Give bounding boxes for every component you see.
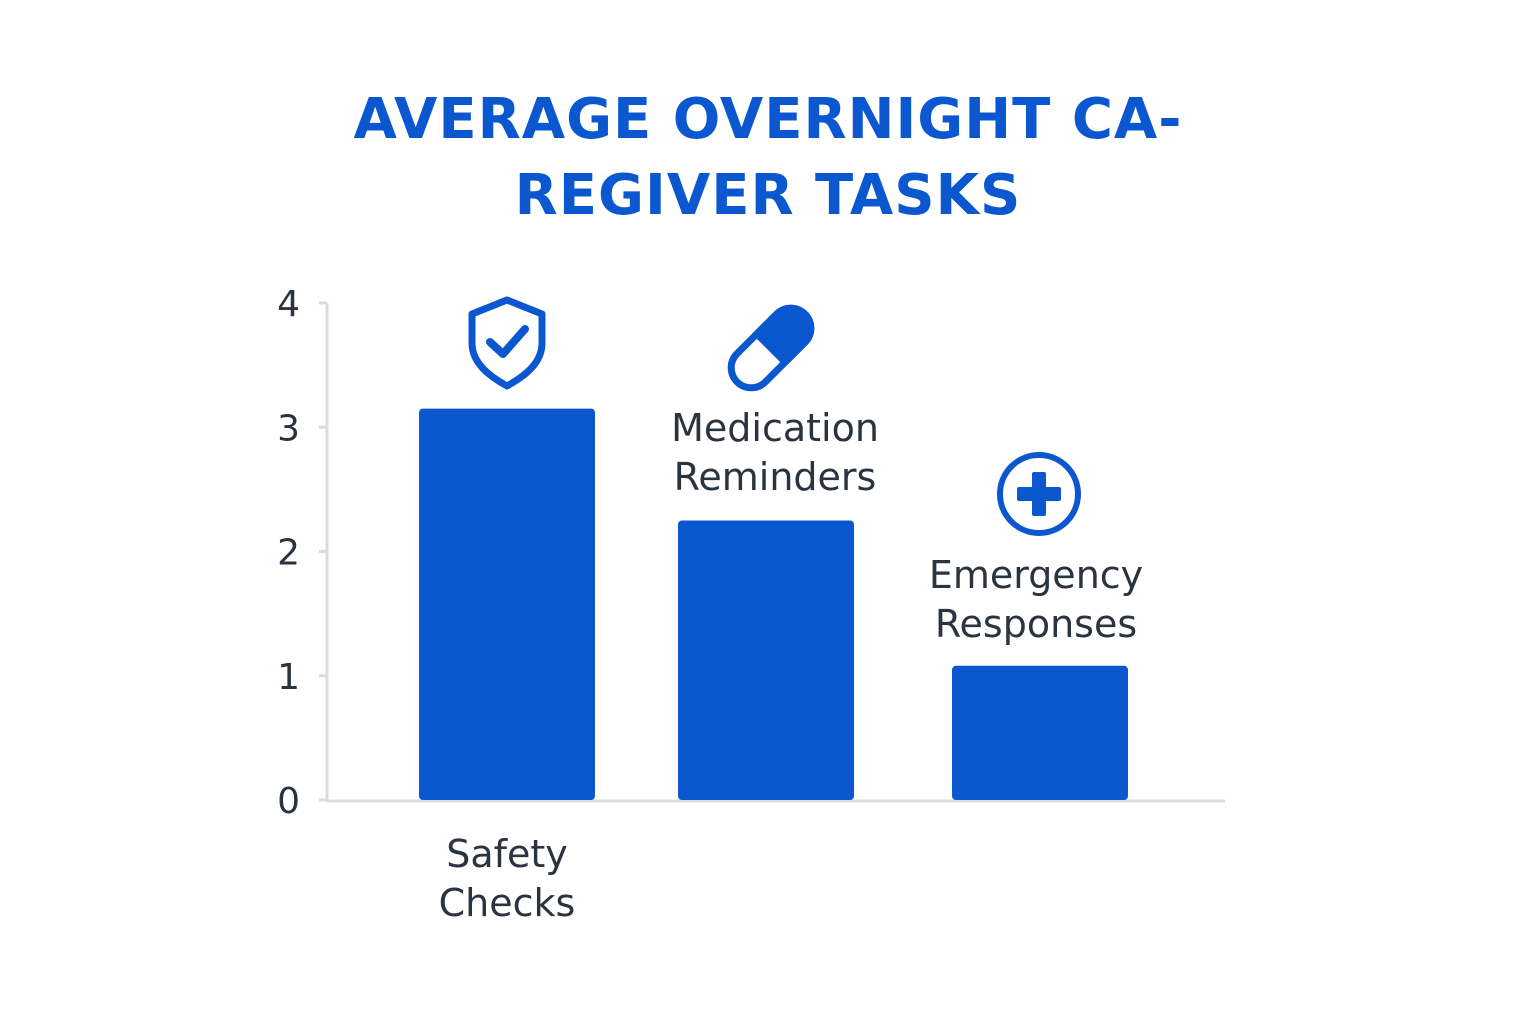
- chart-title-line-1: AVERAGE OVERNIGHT CA-: [353, 87, 1183, 152]
- y-axis-ticks: 0 1 2 3 4: [277, 284, 327, 822]
- shield-check-icon: [468, 296, 546, 390]
- category-icons: [468, 296, 1081, 536]
- category-label: Safety: [446, 832, 568, 876]
- bar: [419, 408, 595, 800]
- chart-title-line-2: REGIVER TASKS: [514, 163, 1022, 228]
- category-label: Checks: [439, 881, 576, 925]
- category-label: Medication: [671, 406, 879, 450]
- bars: [419, 408, 1128, 800]
- bar: [678, 520, 854, 800]
- chart-title: AVERAGE OVERNIGHT CA- REGIVER TASKS: [0, 82, 1536, 234]
- category-label: Reminders: [674, 455, 877, 499]
- y-tick-label: 4: [277, 284, 300, 325]
- category-labels: Safety Checks Medication Reminders Emergency…: [439, 406, 1144, 925]
- y-tick-label: 0: [277, 781, 300, 822]
- category-label: Emergency: [929, 553, 1143, 597]
- pill-icon: [727, 304, 815, 392]
- y-tick-label: 2: [277, 533, 300, 574]
- y-tick-label: 3: [277, 408, 300, 449]
- y-tick-label: 1: [277, 657, 300, 698]
- plus-circle-icon: [997, 452, 1081, 536]
- bar: [952, 665, 1128, 800]
- category-label: Responses: [935, 602, 1137, 646]
